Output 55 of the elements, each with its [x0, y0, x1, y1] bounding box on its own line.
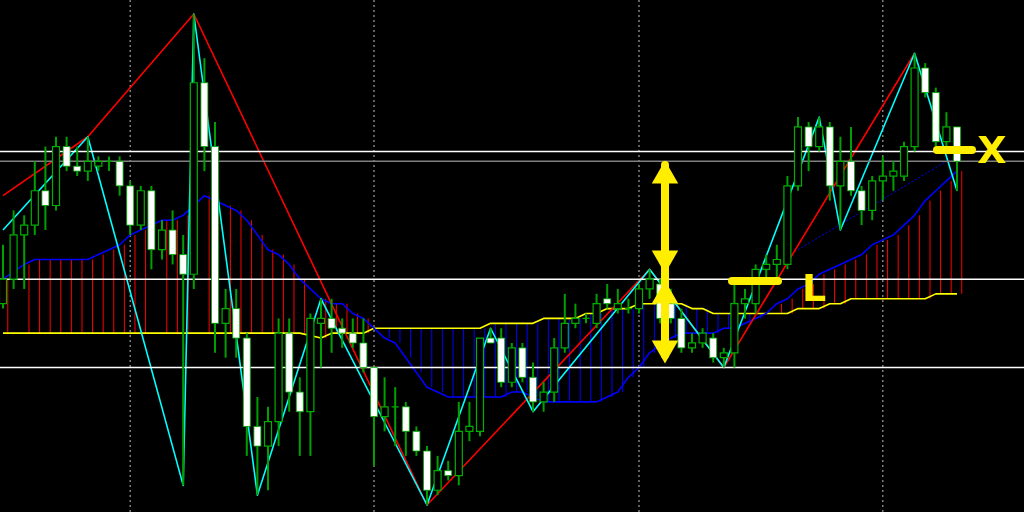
candlestick	[507, 341, 516, 389]
candlestick	[475, 337, 485, 438]
candlestick	[836, 135, 845, 232]
candlestick	[412, 425, 421, 457]
candlestick	[423, 445, 431, 506]
candlestick	[783, 175, 792, 271]
candlestick	[634, 283, 644, 315]
candlestick	[221, 287, 230, 359]
candlestick	[486, 327, 495, 344]
candlestick	[560, 292, 569, 354]
candlestick	[274, 317, 283, 448]
candlestick	[83, 135, 92, 182]
candlestick	[899, 140, 909, 182]
candlestick	[603, 283, 612, 310]
candlestick	[157, 219, 167, 261]
candlestick	[454, 400, 463, 487]
candlestick	[465, 400, 474, 443]
candlestick	[263, 405, 273, 492]
candlestick	[9, 209, 18, 290]
candlestick	[433, 454, 442, 497]
candlestick	[136, 184, 145, 232]
candlestick	[232, 287, 241, 359]
candlestick	[94, 155, 103, 173]
candlestick	[126, 179, 135, 236]
candlestick	[719, 346, 728, 369]
candlestick	[115, 155, 124, 197]
candlestick	[857, 184, 866, 227]
candlestick	[338, 317, 347, 349]
candlestick	[539, 381, 548, 413]
candlestick	[613, 287, 622, 315]
candlestick	[592, 292, 601, 330]
candlestick	[889, 160, 898, 192]
candlestick	[253, 395, 262, 497]
candlestick	[793, 116, 803, 192]
candlestick	[401, 400, 410, 457]
candlestick	[868, 175, 877, 222]
candlestick	[327, 297, 336, 354]
candlestick	[51, 135, 61, 212]
candlestick	[168, 209, 177, 266]
candlestick	[348, 317, 357, 349]
candlestick	[677, 307, 686, 354]
candlestick	[380, 376, 389, 433]
candlestick	[687, 332, 697, 354]
candlestick	[147, 184, 156, 271]
candlestick	[295, 376, 304, 457]
candlestick	[571, 302, 580, 330]
candlestick	[740, 287, 750, 320]
candlestick	[645, 268, 654, 300]
candlestick	[878, 155, 887, 202]
candlestick	[30, 160, 39, 236]
candlestick	[189, 13, 198, 290]
candlestick	[698, 327, 707, 349]
candlestick	[550, 337, 559, 403]
candlestick	[709, 332, 718, 364]
candlestick	[20, 214, 29, 290]
